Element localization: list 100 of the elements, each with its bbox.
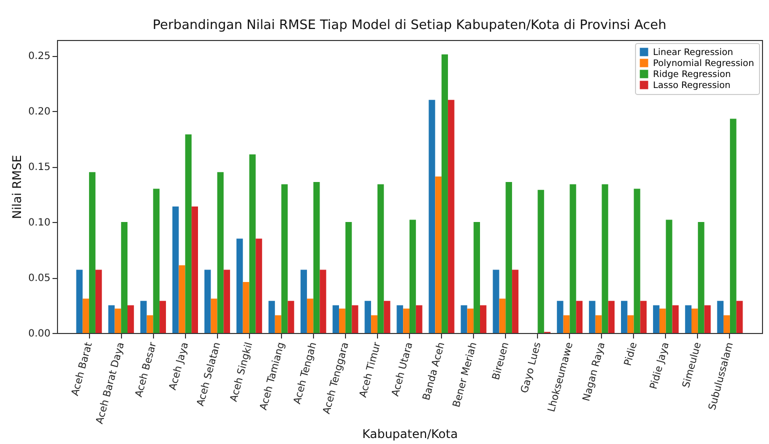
bar: [480, 305, 486, 333]
bar: [332, 305, 339, 333]
x-tick-label: Aceh Timur: [358, 340, 384, 399]
legend-label: Linear Regression: [653, 48, 734, 58]
bar: [89, 172, 96, 333]
x-tick-label: Aceh Besar: [134, 340, 160, 398]
y-tick-label: 0.15: [28, 162, 50, 174]
bar: [704, 305, 711, 333]
bar: [467, 308, 474, 333]
chart-title: Perbandingan Nilai RMSE Tiap Model di Setiap Kabupaten/Kota di Provinsi Aceh: [152, 18, 666, 33]
legend-label: Ridge Regression: [653, 70, 731, 80]
bar: [435, 176, 442, 333]
bar: [730, 118, 736, 333]
bar: [178, 265, 186, 333]
bar: [95, 270, 102, 333]
bar: [724, 315, 730, 333]
bar: [160, 300, 166, 333]
legend-label: Lasso Regression: [653, 81, 731, 91]
bar: [595, 315, 602, 333]
bar: [666, 220, 672, 333]
bar: [224, 270, 230, 333]
bar: [428, 100, 436, 333]
bar: [192, 206, 198, 333]
bar: [153, 188, 160, 333]
bar: [448, 100, 454, 333]
x-tick-label: Pidie: [622, 341, 640, 368]
bar: [121, 222, 128, 333]
bar: [538, 190, 544, 333]
bar: [499, 298, 506, 333]
bar: [281, 184, 288, 333]
x-tick-label: Aceh Utara: [390, 341, 416, 398]
bar: [249, 154, 256, 333]
x-tick-label: Bener Meriah: [451, 341, 480, 409]
y-tick-label: 0.05: [28, 273, 50, 284]
bar: [204, 270, 211, 333]
bar: [82, 298, 90, 333]
y-tick-label: 0.00: [28, 328, 50, 340]
legend-label: Polynomial Regression: [653, 59, 754, 69]
bar: [114, 308, 122, 333]
bar: [377, 184, 384, 333]
bar: [268, 300, 275, 333]
bar: [659, 308, 666, 333]
bar: [128, 305, 134, 333]
y-axis-title: Nilai RMSE: [10, 154, 24, 220]
bar: [210, 298, 218, 333]
bar: [185, 134, 192, 333]
bar: [320, 270, 326, 333]
bar: [474, 222, 480, 333]
y-tick-label: 0.25: [28, 51, 50, 62]
bar: [76, 270, 83, 333]
x-tick-label: Aceh Barat Daya: [94, 341, 127, 426]
bar: [140, 300, 147, 333]
x-tick-label: Banda Aceh: [421, 341, 448, 402]
x-tick-label: Aceh Selatan: [195, 341, 224, 408]
x-axis-title: Kabupaten/Kota: [362, 426, 458, 441]
x-tick-label: Pidie Jaya: [648, 341, 672, 391]
x-tick-label: Aceh Jaya: [168, 341, 191, 392]
bar: [217, 172, 224, 333]
bar: [576, 300, 583, 333]
bar: [256, 238, 262, 333]
bar: [698, 222, 704, 333]
bar: [345, 222, 352, 333]
bar: [300, 270, 307, 333]
bar: [653, 305, 660, 333]
y-tick-label: 0.20: [28, 106, 50, 118]
x-tick-label: Bireuen: [490, 341, 512, 382]
bar: [339, 308, 346, 333]
bar: [364, 300, 372, 333]
bar: [588, 300, 596, 333]
bar: [602, 184, 608, 333]
bar: [242, 282, 250, 333]
bar: [371, 315, 378, 333]
bar: [608, 300, 615, 333]
bar: [396, 305, 404, 333]
x-tick-label: Aceh Singkil: [228, 341, 256, 403]
bar: [692, 308, 698, 333]
bar: [512, 270, 518, 333]
bar: [352, 305, 358, 333]
bar: [274, 315, 282, 333]
x-tick-label: Gayo Lues: [519, 341, 544, 394]
bar: [403, 308, 410, 333]
bar: [146, 315, 154, 333]
bar: [460, 305, 468, 333]
bar: [384, 300, 390, 333]
x-tick-label: Aceh Tengah: [292, 341, 320, 406]
bar: [236, 238, 243, 333]
bar: [442, 54, 448, 333]
bar: [717, 300, 724, 333]
bar: [736, 300, 743, 333]
bar: [506, 182, 512, 333]
bar: [634, 188, 640, 333]
bar: [556, 300, 564, 333]
bar: [621, 300, 628, 333]
bar: [685, 305, 692, 333]
bar: [416, 305, 422, 333]
bar: [108, 305, 115, 333]
y-tick-label: 0.10: [28, 218, 50, 229]
bar: [410, 220, 416, 333]
bar: [563, 315, 570, 333]
bar: [570, 184, 576, 333]
